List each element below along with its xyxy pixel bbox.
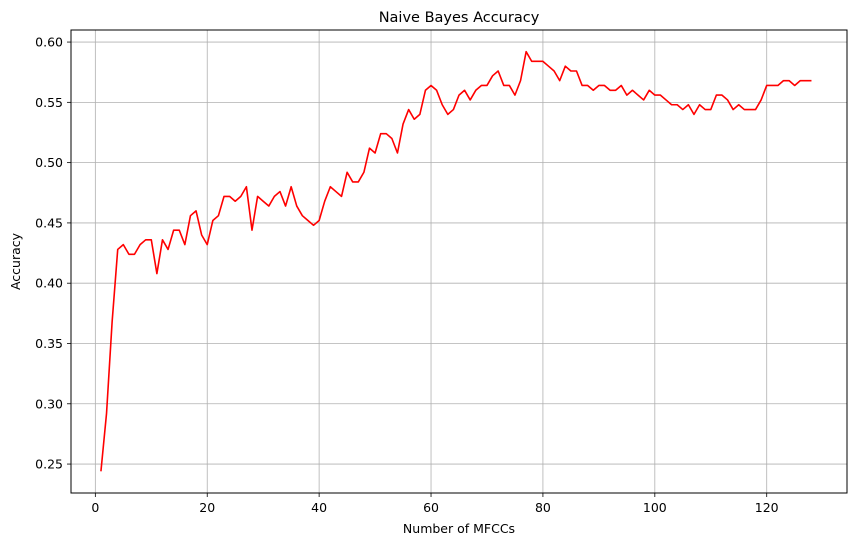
y-tick-label: 0.55 (35, 95, 63, 110)
x-tick-label: 80 (535, 500, 551, 515)
grid-lines (71, 30, 847, 493)
x-tick-label: 20 (199, 500, 215, 515)
accuracy-line (100, 50, 812, 472)
y-tick-label: 0.50 (35, 155, 63, 170)
x-axis-label: Number of MFCCs (403, 521, 515, 536)
y-tick-label: 0.60 (35, 35, 63, 50)
x-tick-label: 120 (755, 500, 779, 515)
y-tick-label: 0.40 (35, 276, 63, 291)
y-tick-label: 0.45 (35, 215, 63, 230)
y-tick-label: 0.30 (35, 396, 63, 411)
axis-ticks: 0 20 40 60 80 100 120 0.25 0.30 0.35 0.40 0.45 0.50 0… (35, 35, 779, 515)
chart-title: Naive Bayes Accuracy (379, 10, 540, 26)
y-tick-label: 0.25 (35, 457, 63, 472)
x-tick-label: 100 (643, 500, 667, 515)
x-tick-label: 40 (311, 500, 327, 515)
x-tick-label: 60 (423, 500, 439, 515)
series-layer (100, 50, 812, 472)
y-tick-label: 0.35 (35, 336, 63, 351)
x-tick-label: 0 (91, 500, 99, 515)
plot-frame (70, 29, 848, 494)
y-axis-label: Accuracy (8, 232, 23, 290)
